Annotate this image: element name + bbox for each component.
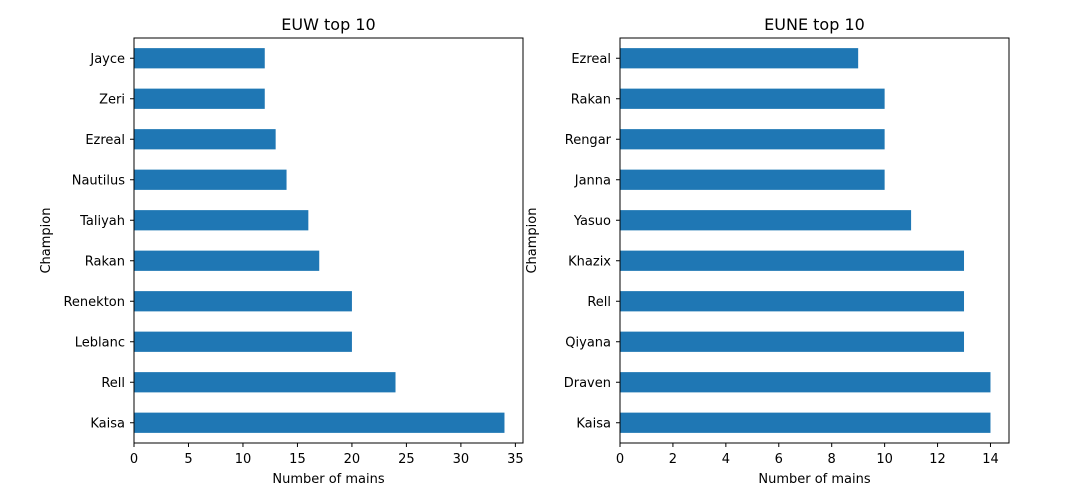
bar-renekton	[134, 291, 352, 312]
bar-taliyah	[134, 210, 309, 231]
x-tick-label: 5	[184, 452, 192, 467]
y-tick-label: Zeri	[99, 92, 125, 107]
bar-kaisa	[134, 412, 505, 433]
y-tick-label: Renekton	[63, 295, 125, 310]
chart-title: EUNE top 10	[764, 15, 865, 34]
y-tick-label: Rell	[587, 295, 611, 310]
bar-kaisa	[620, 412, 991, 433]
chart-title: EUW top 10	[281, 15, 375, 34]
y-axis-label: Champion	[39, 207, 54, 273]
x-tick-label: 0	[130, 452, 138, 467]
x-tick-label: 6	[775, 452, 783, 467]
bar-rakan	[134, 250, 320, 271]
x-tick-label: 25	[398, 452, 415, 467]
x-tick-label: 2	[669, 452, 677, 467]
bar-qiyana	[620, 331, 965, 352]
x-axis-label: Number of mains	[758, 472, 870, 487]
x-tick-label: 15	[289, 452, 306, 467]
y-tick-label: Khazix	[568, 254, 611, 269]
bar-jayce	[134, 48, 265, 69]
chart-eune: Kaisa Draven Qiyana Rell Khazix Yasuo Janna Ren…	[525, 15, 1010, 487]
x-tick-label: 10	[235, 452, 252, 467]
y-tick-label: Rell	[101, 376, 125, 391]
y-tick-label: Jayce	[89, 52, 125, 67]
y-tick-label: Nautilus	[72, 173, 125, 188]
x-tick-label: 0	[616, 452, 624, 467]
bar-draven	[620, 372, 991, 393]
x-tick-label: 12	[929, 452, 946, 467]
bar-ezreal	[620, 48, 859, 69]
plot-frame	[619, 37, 1010, 444]
x-axis-label: Number of mains	[272, 472, 384, 487]
y-tick-label: Ezreal	[85, 133, 125, 148]
x-tick-label: 14	[982, 452, 999, 467]
y-tick-label: Leblanc	[75, 335, 125, 350]
bar-ezreal	[134, 129, 276, 150]
bar-rengar	[620, 129, 885, 150]
bar-rakan	[620, 88, 885, 109]
bar-yasuo	[620, 210, 912, 231]
y-tick-label: Rakan	[571, 92, 611, 107]
bar-rell	[620, 291, 965, 312]
x-tick-label: 20	[344, 452, 361, 467]
bar-khazix	[620, 250, 965, 271]
x-tick-label: 35	[507, 452, 524, 467]
y-tick-label: Qiyana	[565, 335, 611, 350]
y-tick-label: Kaisa	[90, 416, 125, 431]
y-tick-label: Yasuo	[573, 214, 611, 229]
y-tick-label: Taliyah	[79, 214, 125, 229]
x-tick-label: 8	[828, 452, 836, 467]
y-tick-label: Draven	[564, 376, 611, 391]
y-tick-label: Janna	[574, 173, 611, 188]
y-tick-label: Rengar	[565, 133, 612, 148]
y-axis-label: Champion	[525, 207, 540, 273]
bar-nautilus	[134, 169, 287, 190]
x-tick-label: 10	[876, 452, 893, 467]
bar-janna	[620, 169, 885, 190]
y-tick-label: Ezreal	[571, 52, 611, 67]
bar-zeri	[134, 88, 265, 109]
y-tick-label: Rakan	[85, 254, 125, 269]
chart-euw: Kaisa Rell Leblanc Renekton Rakan Taliyah Naut…	[39, 15, 524, 487]
bar-leblanc	[134, 331, 352, 352]
y-tick-label: Kaisa	[576, 416, 611, 431]
x-tick-label: 30	[453, 452, 470, 467]
x-tick-label: 4	[722, 452, 730, 467]
plot-frame	[133, 37, 524, 444]
bar-rell	[134, 372, 396, 393]
